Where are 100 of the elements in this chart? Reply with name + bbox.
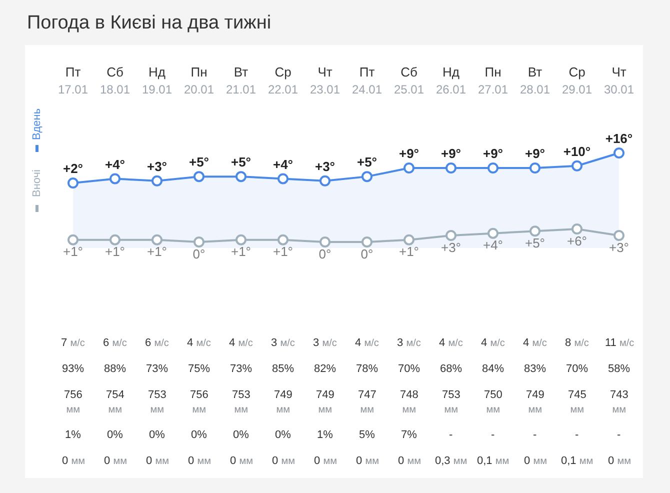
text: 0 мм [230, 455, 253, 467]
text: 756 мм [64, 389, 82, 416]
text: 73% [230, 363, 252, 375]
text: 8 м/с [565, 337, 589, 349]
text: 0% [191, 429, 207, 441]
text: 0 мм [524, 455, 547, 467]
text: - [449, 429, 453, 441]
text: 0% [275, 429, 291, 441]
point [404, 234, 414, 246]
data-label: +3° [146, 158, 168, 174]
text: 749 мм [526, 389, 544, 416]
x-tick-label: Нд 26.01 [436, 64, 466, 96]
text: 3 м/с [397, 337, 421, 349]
point [152, 175, 162, 186]
point [362, 236, 372, 248]
point [614, 148, 624, 158]
text: 58% [608, 363, 630, 375]
point [572, 224, 582, 234]
data-label: 0° [192, 246, 206, 262]
data-label: +1° [398, 244, 420, 260]
text: 1% [317, 429, 333, 441]
text: 749 мм [274, 389, 292, 416]
data-label: +3° [608, 240, 630, 255]
text: 753 мм [148, 389, 166, 416]
data-label: +3° [314, 158, 336, 174]
point [404, 162, 414, 174]
text: 745 мм [568, 389, 586, 416]
data-label: +1° [104, 244, 126, 260]
point [572, 160, 582, 172]
data-label: +16° [605, 131, 633, 146]
data-label: +1° [62, 244, 84, 260]
point [320, 175, 330, 186]
point [110, 173, 120, 184]
text: 753 мм [442, 389, 460, 416]
point [488, 162, 498, 174]
text: 0 мм [146, 455, 169, 467]
text: 3 м/с [313, 337, 337, 349]
point [110, 234, 120, 246]
text: 747 мм [358, 389, 376, 416]
text: 756 мм [190, 389, 208, 416]
text: 70% [398, 363, 420, 375]
point [152, 234, 162, 246]
text: 0 мм [104, 455, 127, 467]
data-label: +1° [146, 244, 168, 260]
x-tick-label: Вт 28.01 [520, 64, 550, 96]
x-tick-label: Нд 19.01 [142, 64, 172, 96]
x-tick-label: Чт 30.01 [604, 64, 634, 96]
x-tick-label: Пн 27.01 [478, 64, 508, 96]
point [614, 230, 624, 241]
point [236, 234, 246, 246]
text: 0% [149, 429, 165, 441]
data-label: +3° [440, 240, 462, 255]
data-label: +4° [104, 156, 126, 172]
x-tick-label: Чт 23.01 [310, 64, 340, 96]
x-tick-label: Сб 25.01 [394, 64, 424, 96]
data-label: +5° [356, 154, 378, 170]
text: 4 м/с [355, 337, 379, 349]
point [446, 230, 456, 241]
point [530, 226, 540, 237]
data-label: +6° [566, 233, 588, 248]
text: - [533, 429, 537, 441]
text: Вдень [31, 108, 43, 140]
text: 743 мм [610, 389, 628, 416]
x-tick-label: Сб 18.01 [100, 64, 130, 96]
text: 6 м/с [103, 337, 127, 349]
x-tick-label: Пн 20.01 [184, 64, 214, 96]
text: 78% [356, 363, 378, 375]
text: 754 мм [106, 389, 124, 416]
data-label: +1° [230, 244, 252, 260]
point [362, 171, 372, 182]
text: 0 мм [272, 455, 295, 467]
text: 84% [482, 363, 504, 375]
point [530, 162, 540, 174]
x-tick-label: Ср 22.01 [268, 64, 298, 96]
data-label: +5° [524, 236, 546, 251]
text: 0% [107, 429, 123, 441]
text: 0 мм [356, 455, 379, 467]
x-tick-label: Пт 17.01 [58, 64, 88, 96]
text: - [575, 429, 579, 441]
text: 1% [65, 429, 81, 441]
point [488, 228, 498, 239]
text: 3 м/с [271, 337, 295, 349]
text: 4 м/с [523, 337, 547, 349]
point [68, 178, 78, 188]
data-label: +5° [188, 154, 210, 170]
text: 88% [104, 363, 126, 375]
text: 93% [62, 363, 84, 375]
text: 0 мм [188, 455, 211, 467]
text: 4 м/с [439, 337, 463, 349]
text: 0 мм [398, 455, 421, 467]
text: Вночі [31, 170, 43, 197]
text: - [491, 429, 495, 441]
data-label: +10° [563, 144, 591, 159]
data-label: +9° [440, 146, 462, 162]
text: 748 мм [400, 389, 418, 416]
text: 68% [440, 363, 462, 375]
text: 82% [314, 363, 336, 375]
text: 6 м/с [145, 337, 169, 349]
text: 0 мм [314, 455, 337, 467]
data-label: 0° [360, 246, 374, 262]
